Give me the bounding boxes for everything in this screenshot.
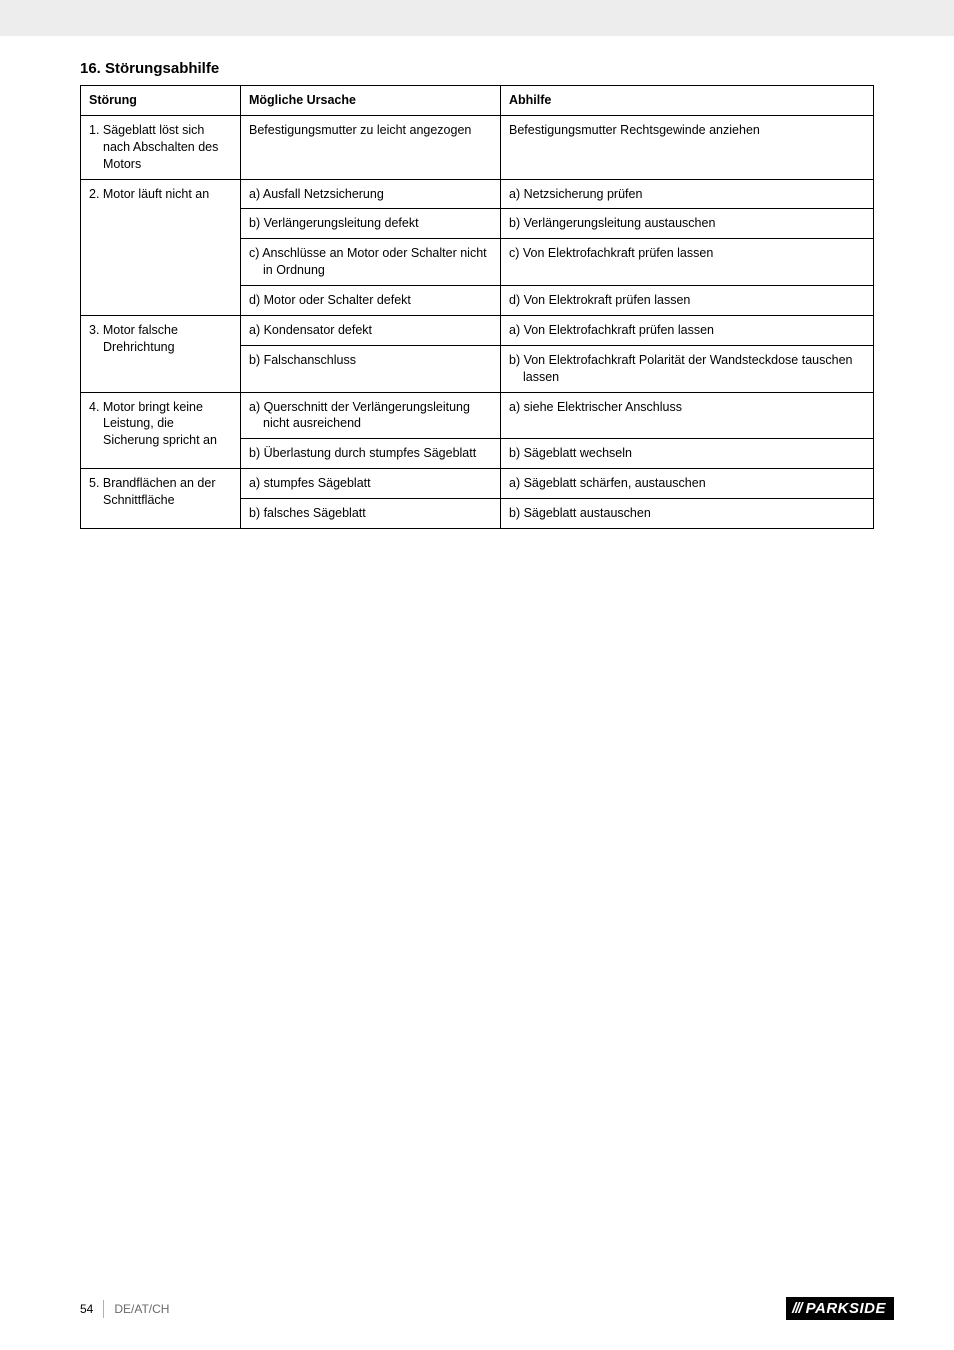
remedy-cell: d) Von Elektrokraft prüfen lassen bbox=[501, 286, 874, 316]
col-header-cause: Mögliche Ursache bbox=[241, 86, 501, 116]
fault-cell: 5. Brandflächen an der Schnittfläche bbox=[81, 469, 241, 529]
cause-cell: b) Überlastung durch stumpfes Sägeblatt bbox=[241, 439, 501, 469]
remedy-cell: b) Sägeblatt wechseln bbox=[501, 439, 874, 469]
table-row: 3. Motor falsche Drehrichtung a) Kondens… bbox=[81, 315, 874, 345]
top-header-bar bbox=[0, 0, 954, 36]
fault-cell: 2. Motor läuft nicht an bbox=[81, 179, 241, 315]
cause-cell: a) Ausfall Netzsicherung bbox=[241, 179, 501, 209]
cause-cell: c) Anschlüsse an Motor oder Schalter nic… bbox=[241, 239, 501, 286]
table-row: 4. Motor bringt keine Leistung, die Sich… bbox=[81, 392, 874, 439]
cause-cell: b) Verlängerungsleitung defekt bbox=[241, 209, 501, 239]
content-area: 16. Störungsabhilfe Störung Mögliche Urs… bbox=[0, 36, 954, 529]
remedy-cell: a) Von Elektrofachkraft prüfen lassen bbox=[501, 315, 874, 345]
cause-cell: a) Querschnitt der Verlängerungsleitung … bbox=[241, 392, 501, 439]
fault-cell: 3. Motor falsche Drehrichtung bbox=[81, 315, 241, 392]
remedy-cell: b) Von Elektrofachkraft Polarität der Wa… bbox=[501, 345, 874, 392]
footer-divider bbox=[103, 1300, 104, 1318]
cause-cell: Befestigungsmutter zu leicht angezogen bbox=[241, 115, 501, 179]
remedy-cell: Befestigungsmutter Rechtsgewinde anziehe… bbox=[501, 115, 874, 179]
section-title: 16. Störungsabhilfe bbox=[80, 60, 874, 77]
cause-cell: d) Motor oder Schalter defekt bbox=[241, 286, 501, 316]
fault-cell: 4. Motor bringt keine Leistung, die Sich… bbox=[81, 392, 241, 469]
remedy-cell: a) siehe Elektrischer Anschluss bbox=[501, 392, 874, 439]
page-number: 54 bbox=[80, 1302, 93, 1316]
footer-locale: DE/AT/CH bbox=[114, 1302, 169, 1316]
remedy-cell: b) Verlängerungsleitung austauschen bbox=[501, 209, 874, 239]
remedy-cell: a) Netzsicherung prüfen bbox=[501, 179, 874, 209]
page: 16. Störungsabhilfe Störung Mögliche Urs… bbox=[0, 0, 954, 1350]
cause-cell: a) stumpfes Sägeblatt bbox=[241, 469, 501, 499]
footer-left: 54 DE/AT/CH bbox=[80, 1300, 169, 1318]
troubleshooting-table: Störung Mögliche Ursache Abhilfe 1. Säge… bbox=[80, 85, 874, 529]
brand-stripes-icon: /// bbox=[792, 1300, 802, 1317]
table-row: 5. Brandflächen an der Schnittfläche a) … bbox=[81, 469, 874, 499]
cause-cell: a) Kondensator defekt bbox=[241, 315, 501, 345]
brand-logo: /// PARKSIDE bbox=[786, 1297, 894, 1320]
remedy-cell: b) Sägeblatt austauschen bbox=[501, 499, 874, 529]
cause-cell: b) falsches Sägeblatt bbox=[241, 499, 501, 529]
cause-cell: b) Falschanschluss bbox=[241, 345, 501, 392]
table-row: 1. Sägeblatt löst sich nach Abschalten d… bbox=[81, 115, 874, 179]
col-header-fault: Störung bbox=[81, 86, 241, 116]
col-header-remedy: Abhilfe bbox=[501, 86, 874, 116]
remedy-cell: a) Sägeblatt schärfen, austauschen bbox=[501, 469, 874, 499]
table-row: 2. Motor läuft nicht an a) Ausfall Netzs… bbox=[81, 179, 874, 209]
fault-cell: 1. Sägeblatt löst sich nach Abschalten d… bbox=[81, 115, 241, 179]
remedy-cell: c) Von Elektrofachkraft prüfen lassen bbox=[501, 239, 874, 286]
page-footer: 54 DE/AT/CH /// PARKSIDE bbox=[0, 1297, 954, 1320]
table-header-row: Störung Mögliche Ursache Abhilfe bbox=[81, 86, 874, 116]
brand-text: PARKSIDE bbox=[806, 1300, 886, 1317]
